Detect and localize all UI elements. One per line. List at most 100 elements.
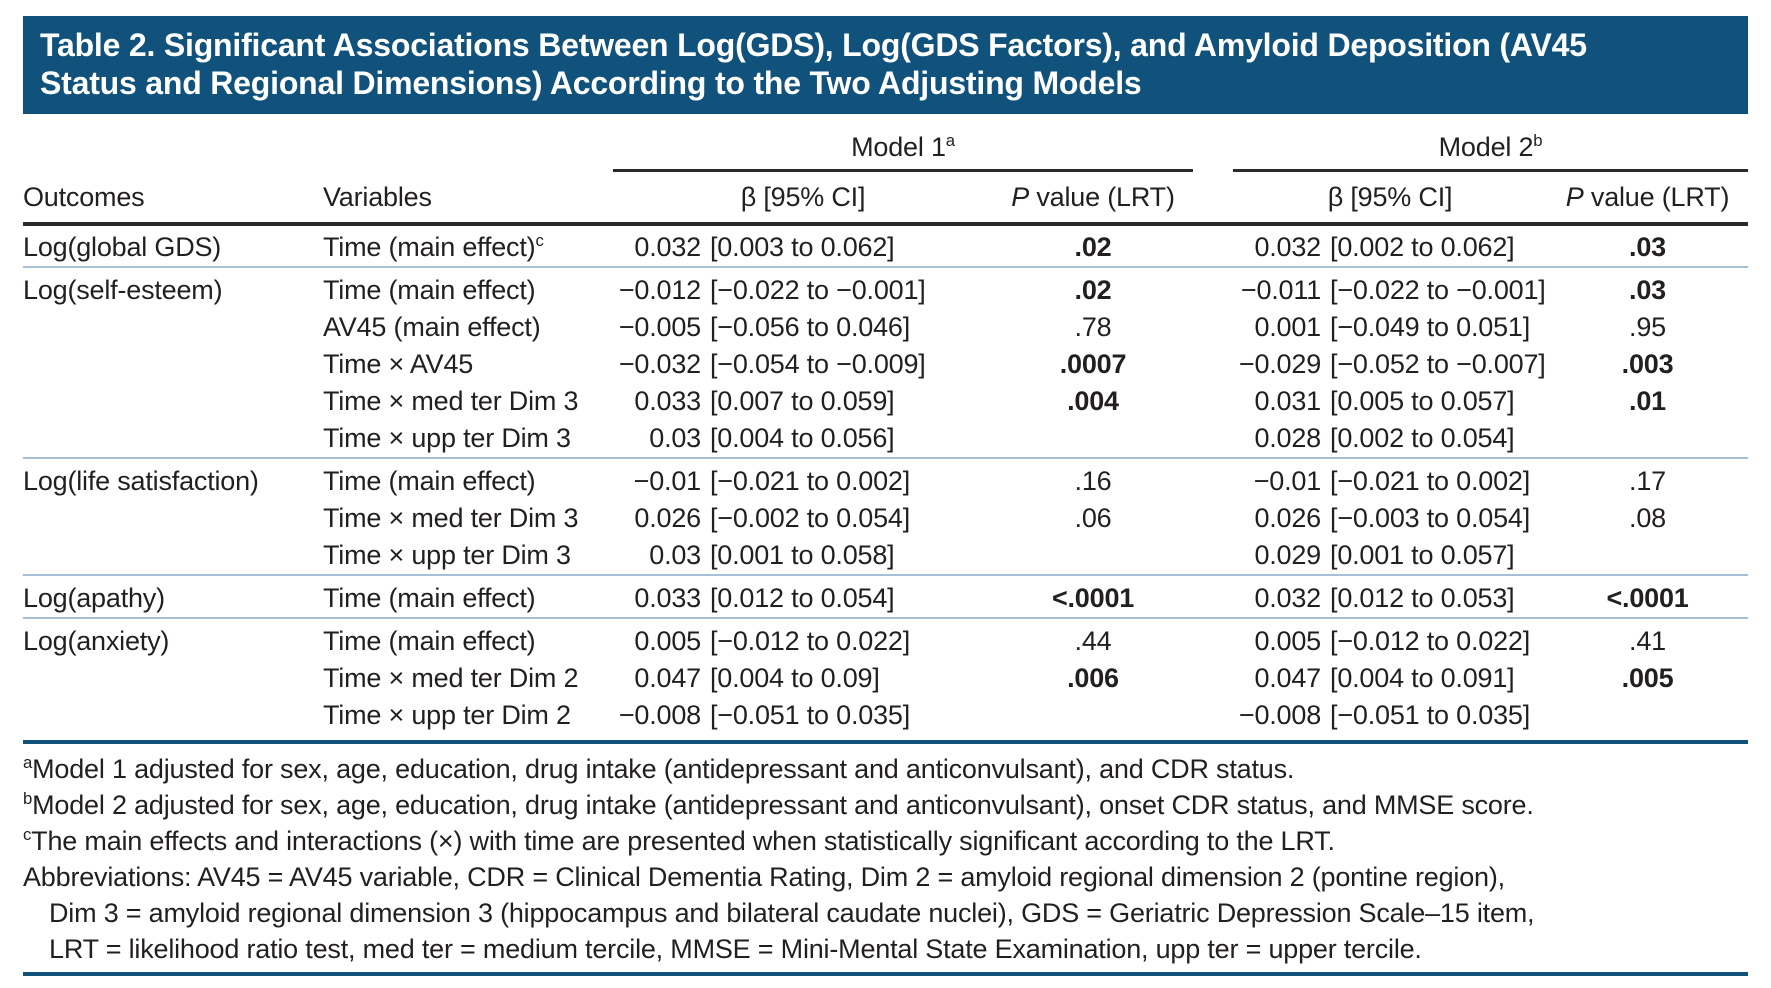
variable-cell: Time (main effect) [323, 266, 613, 309]
footnote-text: Model 2 adjusted for sex, age, education… [32, 790, 1534, 820]
model2-pvalue-column-header: P value (LRT) [1547, 170, 1749, 226]
ci-value: [0.012 to 0.054] [710, 583, 895, 613]
beta-value: 0.026 [634, 503, 701, 533]
ci-value: [0.004 to 0.091] [1330, 663, 1515, 693]
p-value: .0007 [1059, 349, 1127, 379]
model1-pvalue-cell: .16 [993, 457, 1194, 500]
beta-value: 0.032 [1254, 232, 1322, 262]
ci-value: [0.001 to 0.058] [710, 540, 895, 570]
beta-value: 0.047 [1254, 663, 1322, 693]
p-value: .01 [1629, 386, 1666, 416]
footnote-text: Model 1 adjusted for sex, age, education… [32, 754, 1295, 784]
table-title-bar: Table 2. Significant Associations Betwee… [23, 16, 1748, 114]
model2-beta-column-header: β [95% CI] [1233, 170, 1548, 226]
beta-value: 0.047 [634, 663, 701, 693]
abbreviations-line1: Abbreviations: AV45 = AV45 variable, CDR… [23, 862, 1505, 892]
model2-beta-cell: 0.029 [0.001 to 0.057] [1233, 537, 1547, 575]
spacer-cell [1193, 346, 1233, 383]
p-rest: value (LRT) [1029, 182, 1175, 212]
ci-value: [0.004 to 0.09] [710, 663, 880, 693]
ci-value: [−0.052 to −0.007] [1330, 349, 1546, 379]
spacer-cell [1193, 537, 1233, 575]
footnote-b: bModel 2 adjusted for sex, age, educatio… [23, 787, 1748, 823]
model1-pvalue-cell [993, 697, 1193, 734]
outcome-cell [23, 537, 323, 575]
p-value: .41 [1629, 626, 1666, 656]
table-title-line1: Table 2. Significant Associations Betwee… [40, 27, 1587, 63]
p-value: .003 [1621, 349, 1674, 379]
model1-beta-cell: −0.012 [−0.022 to −0.001] [613, 266, 993, 309]
beta-value: 0.03 [649, 540, 701, 570]
ci-value: [−0.051 to 0.035] [710, 700, 911, 730]
column-header-row: Outcomes Variables β [95% CI] P value (L… [23, 170, 1749, 226]
ci-value: [0.004 to 0.056] [710, 423, 895, 453]
model2-beta-cell: 0.047 [0.004 to 0.091] [1233, 660, 1547, 697]
variable-label: Time (main effect) [323, 275, 536, 305]
p-value: .06 [1074, 503, 1112, 533]
table-row: Log(apathy) Time (main effect) 0.033 [0.0… [23, 574, 1749, 618]
footnote-text: The main effects and interactions (×) wi… [31, 826, 1335, 856]
variable-cell: Time × med ter Dim 2 [323, 660, 613, 697]
model1-pvalue-column-header: P value (LRT) [993, 170, 1194, 226]
model2-pvalue-cell: .03 [1547, 224, 1748, 267]
model2-beta-cell: 0.032 [0.012 to 0.053] [1233, 574, 1548, 618]
ci-value: [−0.054 to −0.009] [710, 349, 926, 379]
model1-pvalue-cell: .02 [993, 224, 1193, 267]
spacer-cell [1193, 266, 1234, 309]
footnote-divider-rule [23, 740, 1748, 744]
beta-value: 0.005 [634, 626, 701, 656]
variable-label: Time (main effect) [323, 232, 536, 262]
outcome-cell: Log(self-esteem) [23, 266, 323, 309]
outcome-cell [23, 309, 323, 346]
beta-value: −0.029 [1238, 349, 1322, 379]
outcome-cell [23, 346, 323, 383]
outcomes-column-header: Outcomes [23, 170, 323, 226]
model1-pvalue-cell: <.0001 [993, 574, 1194, 618]
p-value: <.0001 [1051, 583, 1135, 613]
spacer-cell [1193, 617, 1234, 660]
outcome-cell: Log(life satisfaction) [23, 457, 323, 500]
p-value: .17 [1629, 466, 1666, 496]
ci-value: [−0.012 to 0.022] [710, 626, 911, 656]
statistics-table: Model 1a Model 2b Outcomes Variables β [… [23, 124, 1749, 734]
p-value: .03 [1629, 275, 1666, 305]
beta-value: 0.005 [1254, 626, 1322, 656]
table-row: Log(life satisfaction) Time (main effect… [23, 457, 1749, 500]
model-header-row: Model 1a Model 2b [23, 124, 1749, 172]
table-row: Time × med ter Dim 2 0.047 [0.004 to 0.09… [23, 660, 1748, 697]
outcome-cell [23, 660, 323, 697]
model2-pvalue-cell: <.0001 [1547, 574, 1749, 618]
p-value: .03 [1629, 232, 1666, 262]
beta-value: 0.028 [1254, 423, 1322, 453]
abbreviations-line2: Dim 3 = amyloid regional dimension 3 (hi… [49, 898, 1535, 928]
model2-pvalue-cell: .03 [1547, 266, 1749, 309]
model2-beta-cell: 0.032 [0.002 to 0.062] [1233, 224, 1547, 267]
variable-label: Time (main effect) [323, 583, 536, 613]
footnote-marker: b [23, 789, 33, 808]
variable-label: Time × med ter Dim 3 [323, 503, 579, 533]
spacer-cell [323, 124, 613, 171]
beta-value: 0.026 [1254, 503, 1322, 533]
model2-beta-cell: −0.008 [−0.051 to 0.035] [1233, 697, 1547, 734]
beta-value: −0.008 [1238, 700, 1322, 730]
p-value: .16 [1074, 466, 1112, 496]
model2-beta-cell: 0.001 [−0.049 to 0.051] [1233, 309, 1547, 346]
abbreviations-line3: LRT = likelihood ratio test, med ter = m… [49, 934, 1422, 964]
model2-pvalue-cell [1547, 697, 1748, 734]
spacer-cell [1193, 170, 1234, 226]
ci-value: [0.002 to 0.062] [1330, 232, 1515, 262]
model2-beta-cell: −0.029 [−0.052 to −0.007] [1233, 346, 1547, 383]
spacer-cell [1193, 309, 1233, 346]
model2-footnote-marker: b [1533, 131, 1543, 150]
footnote-a: aModel 1 adjusted for sex, age, educatio… [23, 751, 1748, 787]
table-row: Log(anxiety) Time (main effect) 0.005 [−0… [23, 617, 1749, 660]
beta-value: −0.012 [618, 275, 701, 305]
outcome-cell: Log(anxiety) [23, 617, 323, 660]
beta-value: −0.01 [633, 466, 702, 496]
spacer-cell [1193, 697, 1233, 734]
ci-value: [0.005 to 0.057] [1330, 386, 1515, 416]
model1-label: Model 1 [851, 132, 946, 162]
p-value: .78 [1074, 312, 1112, 342]
model1-beta-cell: 0.026 [−0.002 to 0.054] [613, 500, 993, 537]
ci-value: [−0.056 to 0.046] [710, 312, 911, 342]
